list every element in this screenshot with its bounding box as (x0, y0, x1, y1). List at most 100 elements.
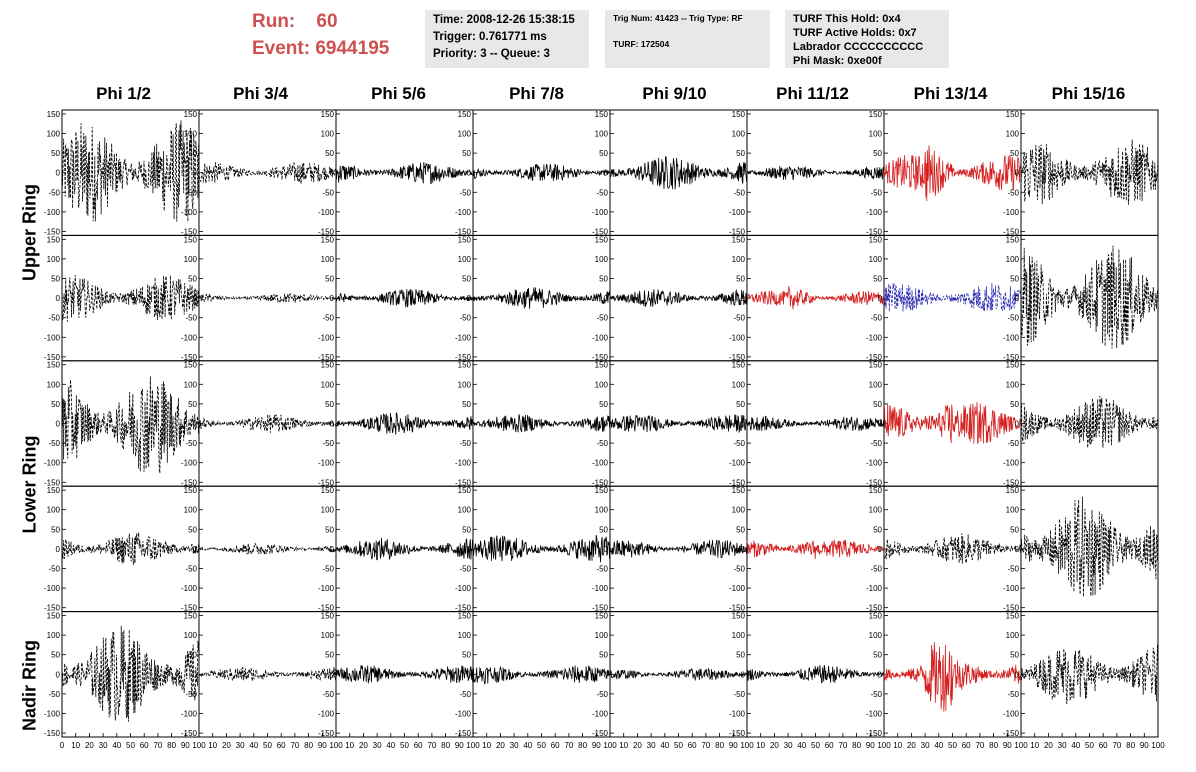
y-tick-label: -150 (729, 604, 746, 613)
x-tick-label: 80 (1126, 741, 1135, 750)
y-tick-label: 0 (193, 420, 198, 429)
y-tick-label: 150 (321, 612, 335, 621)
y-tick-label: 100 (458, 506, 472, 515)
y-tick-label: -100 (729, 459, 746, 468)
y-tick-label: 0 (330, 169, 335, 178)
y-tick-label: 50 (599, 525, 608, 534)
y-tick-label: 0 (330, 420, 335, 429)
y-tick-label: -50 (870, 690, 882, 699)
waveform-line (335, 162, 474, 185)
y-tick-label: 50 (599, 400, 608, 409)
waveform-line (883, 145, 1022, 202)
y-tick-label: -150 (592, 353, 609, 362)
x-tick-label: 20 (222, 741, 231, 750)
x-tick-label: 60 (277, 741, 286, 750)
y-tick-label: 50 (51, 275, 60, 284)
labrador-text: Labrador CCCCCCCCCC (793, 41, 924, 53)
y-tick-label: -50 (459, 690, 471, 699)
y-tick-label: -50 (870, 314, 882, 323)
y-tick-label: -100 (318, 208, 335, 217)
y-tick-label: -150 (181, 729, 198, 738)
waveform-line (746, 285, 885, 310)
x-tick-label: 40 (386, 741, 395, 750)
waveform-panel: 150 100 50 0 -50 -100 -150 (592, 234, 748, 362)
y-tick-label: -50 (459, 564, 471, 573)
y-tick-label: 100 (869, 631, 883, 640)
x-tick-label: 20 (85, 741, 94, 750)
y-tick-label: 0 (193, 169, 198, 178)
y-tick-label: 50 (599, 149, 608, 158)
waveform-line (335, 412, 474, 435)
y-tick-label: 100 (184, 255, 198, 264)
y-tick-label: -50 (48, 690, 60, 699)
waveform-line (335, 537, 474, 561)
x-tick-label: 10 (1030, 741, 1039, 750)
column-header: Phi 9/10 (642, 84, 707, 103)
y-tick-label: -50 (1007, 314, 1019, 323)
waveform-panel: 150 100 50 0 -50 -100 -150 (1003, 360, 1159, 487)
y-tick-label: -100 (318, 584, 335, 593)
x-tick-label: 30 (1058, 741, 1067, 750)
y-tick-label: 150 (321, 486, 335, 495)
y-tick-label: -50 (1007, 564, 1019, 573)
x-tick-label: 40 (1071, 741, 1080, 750)
y-tick-label: 150 (1006, 110, 1020, 119)
waveform-line (883, 283, 1022, 312)
waveform-panel: 150 100 50 0 -50 -100 -150 (44, 485, 200, 613)
y-tick-label: 100 (595, 380, 609, 389)
y-tick-label: -150 (592, 604, 609, 613)
waveform-panel: 150 100 50 0 -50 -100 -150 (592, 109, 748, 236)
x-tick-label: 30 (373, 741, 382, 750)
x-tick-label: 70 (564, 741, 573, 750)
y-tick-label: -50 (185, 439, 197, 448)
y-tick-label: 150 (184, 235, 198, 244)
y-tick-label: 50 (51, 525, 60, 534)
y-tick-label: 0 (467, 420, 472, 429)
y-tick-label: -100 (866, 333, 883, 342)
y-tick-label: 50 (188, 149, 197, 158)
y-tick-label: -100 (866, 584, 883, 593)
y-tick-label: -50 (733, 314, 745, 323)
y-tick-label: -50 (48, 564, 60, 573)
panel-frame (1020, 611, 1159, 738)
event-label: Event: (252, 38, 311, 59)
y-tick-label: 50 (51, 651, 60, 660)
y-tick-label: -50 (1007, 188, 1019, 197)
y-tick-label: 150 (184, 612, 198, 621)
waveform-panel: 150 100 50 0 -50 -100 -150 (318, 109, 474, 236)
y-tick-label: 150 (321, 110, 335, 119)
y-tick-label: -150 (1003, 478, 1020, 487)
y-tick-label: 150 (869, 612, 883, 621)
y-tick-label: -100 (455, 208, 472, 217)
x-tick-label: 80 (715, 741, 724, 750)
y-tick-label: 150 (458, 361, 472, 370)
y-tick-label: -100 (44, 584, 61, 593)
x-tick-label: 40 (660, 741, 669, 750)
y-tick-label: -50 (48, 314, 60, 323)
y-tick-label: 0 (1015, 545, 1020, 554)
y-tick-label: 150 (458, 235, 472, 244)
y-tick-label: 0 (193, 294, 198, 303)
x-tick-label: 50 (948, 741, 957, 750)
y-tick-label: -150 (44, 227, 61, 236)
y-tick-label: -100 (1003, 208, 1020, 217)
y-tick-label: -150 (318, 729, 335, 738)
x-tick-label: 70 (153, 741, 162, 750)
y-tick-label: 0 (604, 294, 609, 303)
x-tick-label: 100 (603, 741, 617, 750)
y-tick-label: 150 (869, 235, 883, 244)
waveform-panel: 150 100 50 0 -50 -100 -150 (181, 360, 337, 487)
x-tick-label: 80 (441, 741, 450, 750)
y-tick-label: 100 (321, 631, 335, 640)
x-tick-label: 80 (852, 741, 861, 750)
y-tick-label: 100 (458, 631, 472, 640)
y-tick-label: 150 (458, 110, 472, 119)
y-tick-label: 0 (1015, 670, 1020, 679)
y-tick-label: 100 (1006, 255, 1020, 264)
y-tick-label: -150 (455, 478, 472, 487)
x-tick-label: 20 (1044, 741, 1053, 750)
y-tick-label: 150 (869, 486, 883, 495)
waveform-panel: 150 100 50 0 -50 -100 -150 (1003, 109, 1159, 236)
waveform-panel: 150 100 50 0 -50 -100 -150 (181, 611, 337, 738)
y-tick-label: -100 (181, 208, 198, 217)
